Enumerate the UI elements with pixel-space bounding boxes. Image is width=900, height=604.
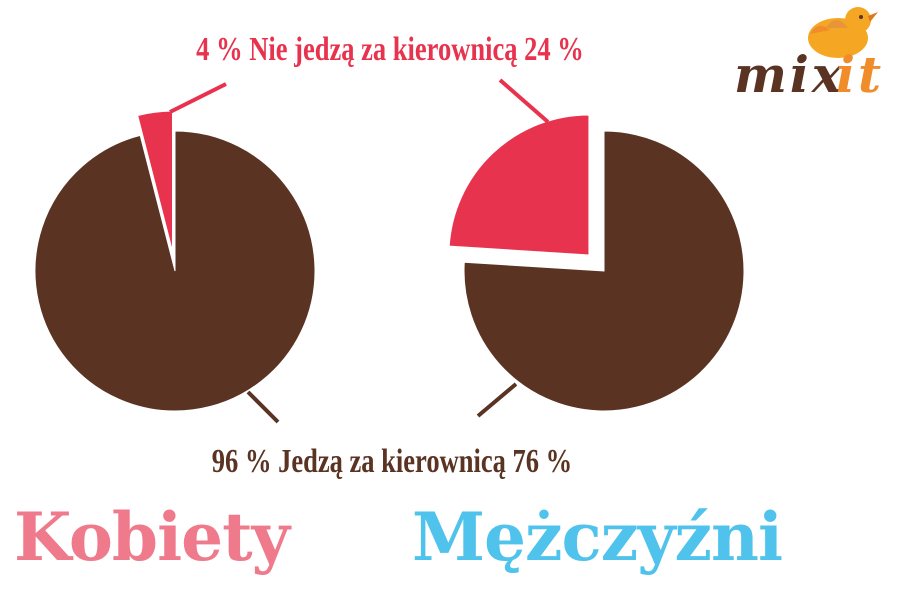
pie-slice-women-eating <box>34 130 316 412</box>
leader-line-women-top <box>169 82 227 114</box>
mixit-logo: mix it <box>730 6 890 106</box>
men-title: Mężczyźni <box>412 498 783 576</box>
bird-icon <box>808 7 878 58</box>
leader-line-women-bottom <box>246 390 280 424</box>
women-title: Kobiety <box>14 498 290 576</box>
leader-line-men-bottom <box>476 382 518 418</box>
top-label: 4 % Nie jedzą za kierownicą 24 % <box>196 30 584 68</box>
logo-text-accent: it <box>836 45 885 104</box>
bottom-label: 96 % Jedzą za kierownicą 76 % <box>212 442 572 480</box>
leader-line-men-top <box>498 78 550 124</box>
pie-slice-men-eating <box>463 130 745 412</box>
logo-text-main: mix <box>734 45 845 104</box>
pie-slice-men-not-eating <box>448 114 590 256</box>
pie-slices <box>34 110 745 412</box>
leader-lines <box>169 78 550 424</box>
